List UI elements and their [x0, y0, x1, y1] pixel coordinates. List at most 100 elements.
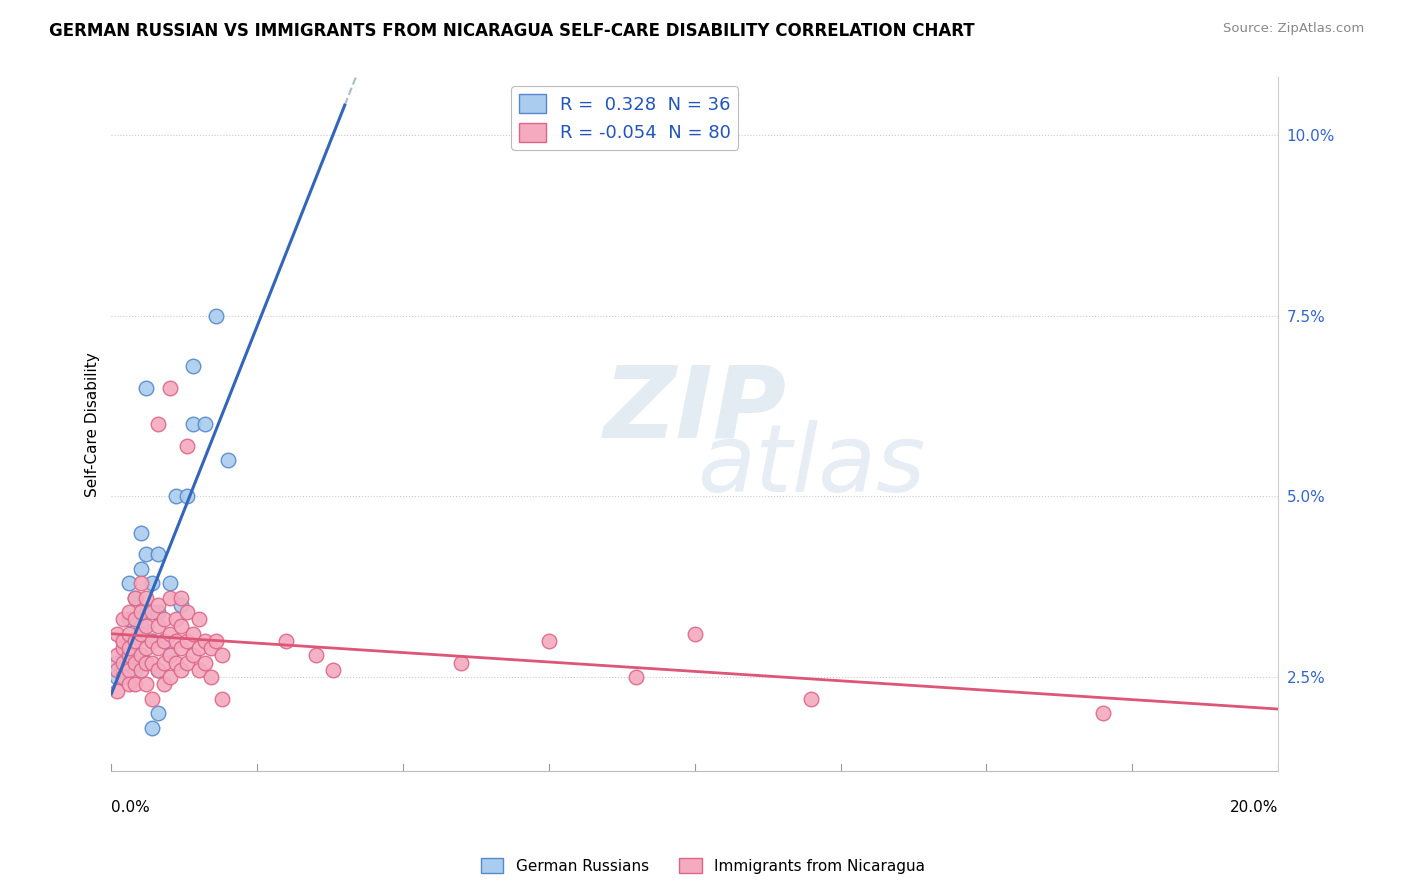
- Point: [118, 576, 141, 591]
- Point: [135, 619, 157, 633]
- Point: [211, 648, 233, 663]
- Point: [153, 612, 176, 626]
- Point: [118, 663, 141, 677]
- Point: [112, 670, 135, 684]
- Point: [170, 663, 193, 677]
- Text: ZIP: ZIP: [603, 362, 786, 458]
- Point: [217, 453, 239, 467]
- Point: [105, 648, 128, 663]
- Point: [159, 576, 181, 591]
- Point: [141, 721, 163, 735]
- Point: [105, 663, 128, 677]
- Point: [159, 648, 181, 663]
- Point: [211, 691, 233, 706]
- Point: [170, 598, 193, 612]
- Point: [146, 663, 169, 677]
- Point: [146, 641, 169, 656]
- Point: [1092, 706, 1115, 720]
- Point: [153, 656, 176, 670]
- Point: [187, 612, 209, 626]
- Point: [118, 612, 141, 626]
- Point: [141, 634, 163, 648]
- Point: [129, 605, 152, 619]
- Point: [129, 619, 152, 633]
- Point: [176, 605, 198, 619]
- Point: [112, 612, 135, 626]
- Point: [129, 648, 152, 663]
- Point: [135, 656, 157, 670]
- Point: [129, 525, 152, 540]
- Point: [322, 663, 344, 677]
- Point: [141, 576, 163, 591]
- Legend: German Russians, Immigrants from Nicaragua: German Russians, Immigrants from Nicarag…: [474, 852, 932, 880]
- Point: [135, 605, 157, 619]
- Point: [124, 663, 146, 677]
- Text: atlas: atlas: [697, 420, 925, 511]
- Point: [165, 612, 187, 626]
- Text: 20.0%: 20.0%: [1230, 800, 1278, 814]
- Point: [112, 634, 135, 648]
- Point: [129, 576, 152, 591]
- Y-axis label: Self-Care Disability: Self-Care Disability: [86, 351, 100, 497]
- Point: [112, 641, 135, 656]
- Point: [124, 591, 146, 605]
- Point: [176, 634, 198, 648]
- Point: [124, 591, 146, 605]
- Point: [124, 634, 146, 648]
- Point: [118, 648, 141, 663]
- Point: [450, 656, 472, 670]
- Point: [165, 656, 187, 670]
- Text: 0.0%: 0.0%: [111, 800, 150, 814]
- Point: [170, 641, 193, 656]
- Point: [112, 656, 135, 670]
- Point: [205, 309, 228, 323]
- Point: [124, 656, 146, 670]
- Point: [537, 634, 560, 648]
- Point: [176, 439, 198, 453]
- Point: [129, 663, 152, 677]
- Point: [181, 648, 204, 663]
- Point: [124, 634, 146, 648]
- Point: [159, 648, 181, 663]
- Point: [118, 648, 141, 663]
- Point: [200, 670, 222, 684]
- Point: [135, 381, 157, 395]
- Point: [135, 677, 157, 691]
- Point: [187, 663, 209, 677]
- Point: [205, 634, 228, 648]
- Point: [153, 677, 176, 691]
- Point: [146, 619, 169, 633]
- Point: [153, 634, 176, 648]
- Point: [276, 634, 298, 648]
- Point: [159, 381, 181, 395]
- Point: [129, 648, 152, 663]
- Point: [135, 547, 157, 561]
- Point: [135, 591, 157, 605]
- Point: [141, 634, 163, 648]
- Point: [112, 663, 135, 677]
- Point: [141, 691, 163, 706]
- Point: [105, 656, 128, 670]
- Point: [194, 634, 217, 648]
- Point: [118, 677, 141, 691]
- Point: [124, 612, 146, 626]
- Point: [118, 626, 141, 640]
- Point: [146, 598, 169, 612]
- Point: [181, 359, 204, 374]
- Point: [187, 641, 209, 656]
- Point: [176, 656, 198, 670]
- Point: [304, 648, 326, 663]
- Point: [129, 626, 152, 640]
- Point: [129, 562, 152, 576]
- Point: [800, 691, 823, 706]
- Point: [159, 670, 181, 684]
- Text: Source: ZipAtlas.com: Source: ZipAtlas.com: [1223, 22, 1364, 36]
- Point: [170, 591, 193, 605]
- Point: [153, 634, 176, 648]
- Point: [683, 626, 706, 640]
- Point: [181, 417, 204, 432]
- Point: [135, 656, 157, 670]
- Point: [176, 490, 198, 504]
- Point: [118, 605, 141, 619]
- Point: [105, 670, 128, 684]
